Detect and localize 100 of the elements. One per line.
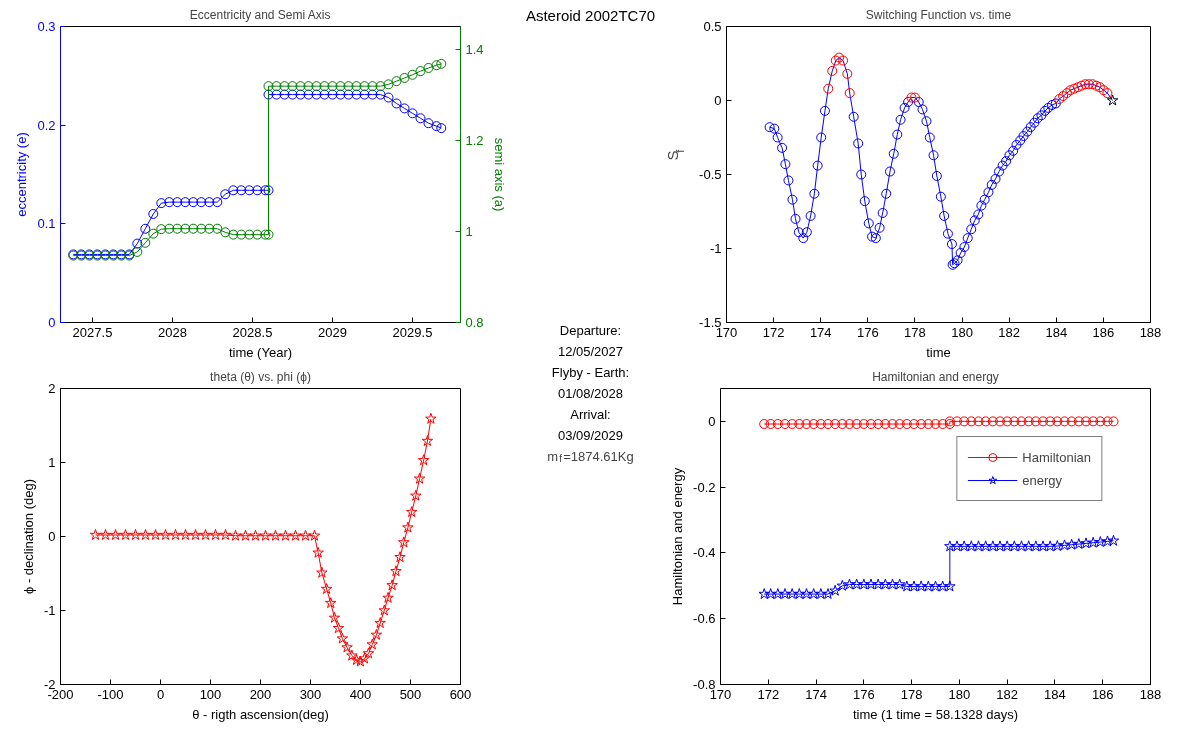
point <box>823 419 833 430</box>
point <box>423 62 434 73</box>
point <box>394 551 406 563</box>
point <box>830 419 841 430</box>
point <box>252 185 263 196</box>
x-tick-label: 172 <box>757 686 780 702</box>
point <box>346 649 358 661</box>
point <box>415 113 426 124</box>
point <box>759 419 770 430</box>
point <box>354 655 367 667</box>
x-tick-label: -100 <box>97 686 124 702</box>
point <box>204 223 215 234</box>
point <box>188 197 199 208</box>
point <box>1087 536 1099 548</box>
point <box>220 227 231 238</box>
point <box>391 76 402 87</box>
point <box>351 81 362 92</box>
point <box>1054 94 1065 105</box>
point <box>132 238 143 249</box>
point <box>362 647 375 659</box>
point <box>209 529 222 540</box>
point <box>319 81 330 92</box>
chart-title: Eccentricity and Semi Axis <box>189 7 331 22</box>
y-tick-label: -0.5 <box>699 167 722 182</box>
point <box>252 229 263 240</box>
point <box>894 419 905 430</box>
point <box>325 597 337 609</box>
point <box>1101 535 1114 547</box>
x-tick-label: 182 <box>998 324 1021 340</box>
y-tick-label: 0.1 <box>37 216 56 232</box>
point <box>244 229 255 240</box>
point <box>787 419 798 430</box>
point <box>303 89 314 100</box>
x-tick-label: 178 <box>900 686 923 702</box>
point <box>383 92 394 103</box>
point <box>980 416 991 427</box>
point <box>944 540 956 552</box>
point <box>399 103 410 114</box>
y2-tick-label: 1.2 <box>465 132 484 148</box>
y-axis-title: Hamiltonian and energy <box>670 467 686 606</box>
point <box>1059 416 1070 427</box>
point <box>1038 416 1048 427</box>
point <box>169 529 182 540</box>
x-tick-label: 182 <box>996 686 1019 702</box>
y-tick-label: -0.2 <box>693 479 716 495</box>
x-tick-label: 184 <box>1045 324 1068 340</box>
x-tick-label: 184 <box>1044 686 1066 702</box>
x-tick-label: 186 <box>1091 686 1114 702</box>
point <box>1073 416 1084 427</box>
y-tick-label: 0 <box>48 529 56 544</box>
point <box>793 588 806 600</box>
point <box>937 419 948 430</box>
x-tick-label: 2029 <box>318 324 347 340</box>
point <box>908 580 920 592</box>
point <box>249 529 262 541</box>
point <box>327 81 338 92</box>
point <box>1044 540 1056 552</box>
point <box>295 89 306 100</box>
point <box>772 419 783 430</box>
point <box>1045 416 1056 427</box>
point <box>850 578 863 590</box>
point <box>1009 416 1020 427</box>
point <box>842 68 853 79</box>
point <box>415 66 426 77</box>
point <box>236 185 247 196</box>
point <box>271 81 282 92</box>
point <box>909 419 919 430</box>
x-axis-title: θ - rigth ascension(deg) <box>192 706 329 722</box>
point <box>367 81 378 92</box>
point <box>1001 540 1013 552</box>
x-tick-label: 2029.5 <box>392 324 433 340</box>
point <box>851 419 862 430</box>
point <box>228 185 239 196</box>
point <box>370 628 383 640</box>
point <box>779 588 791 600</box>
y-tick-label: 0 <box>714 93 722 108</box>
x-tick-label: 0 <box>156 686 165 702</box>
point <box>299 529 312 541</box>
point <box>378 604 391 616</box>
point <box>391 98 402 109</box>
point <box>343 81 354 92</box>
point <box>1087 79 1098 90</box>
y2-tick-label: 0.8 <box>465 315 484 330</box>
point <box>196 197 207 208</box>
point <box>1098 85 1109 96</box>
point <box>1081 416 1091 427</box>
point <box>410 489 422 501</box>
point <box>259 529 272 541</box>
point <box>204 197 215 208</box>
point <box>405 506 418 518</box>
point <box>311 89 322 100</box>
point <box>327 89 338 100</box>
point <box>965 540 978 552</box>
point <box>822 588 834 600</box>
point <box>156 198 167 209</box>
point <box>987 540 999 552</box>
y-tick-label: 0.5 <box>703 19 722 34</box>
point <box>1066 416 1077 427</box>
point <box>341 641 353 653</box>
point <box>375 81 386 92</box>
